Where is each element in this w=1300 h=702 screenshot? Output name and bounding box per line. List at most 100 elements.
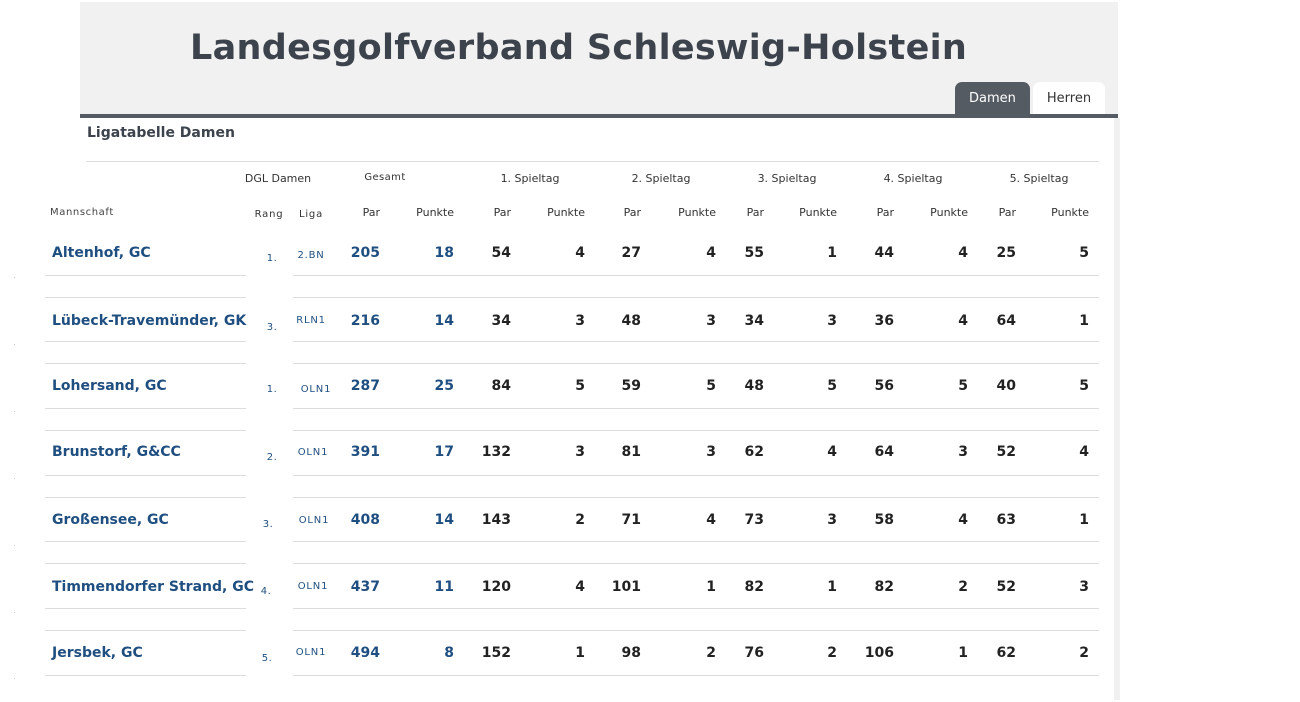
column-header-st3-par: Par: [746, 206, 764, 219]
row-divider: [45, 408, 246, 409]
rank-value: 2.: [266, 452, 278, 463]
rank-value: 1.: [266, 253, 278, 264]
rank-value: 3.: [266, 322, 278, 333]
table-row: Jersbek, GC 5. OLN1 494 8 152 1 98 2 76 …: [0, 630, 1120, 702]
spieltag-5-par: 40: [996, 378, 1016, 394]
total-points: 11: [434, 579, 454, 595]
table-row: Großensee, GC 3. OLN1 408 14 143 2 71 4 …: [0, 497, 1120, 569]
column-header-st5-punkte: Punkte: [1051, 206, 1089, 219]
total-points: 25: [434, 378, 454, 394]
column-header-st2-par: Par: [623, 206, 641, 219]
team-link[interactable]: Altenhof, GC: [52, 245, 151, 261]
tab-underline-bar: [80, 114, 1118, 118]
spieltag-3-par: 55: [744, 245, 764, 261]
liga-value: OLN1: [297, 447, 329, 458]
spieltag-3-points: 1: [827, 245, 837, 261]
column-header-gesamt-punkte: Punkte: [416, 206, 454, 219]
spieltag-3-points: 4: [827, 444, 837, 460]
spieltag-5-par: 62: [996, 645, 1016, 661]
spieltag-4-points: 4: [958, 512, 968, 528]
spieltag-2-points: 2: [706, 645, 716, 661]
row-divider: [293, 475, 1099, 476]
team-link[interactable]: Lübeck-Travemünder, GK: [52, 313, 247, 329]
total-par: 205: [350, 245, 380, 261]
row-divider: [45, 275, 246, 276]
team-link[interactable]: Großensee, GC: [52, 512, 169, 528]
liga-value: OLN1: [300, 384, 332, 395]
column-header-st3-punkte: Punkte: [799, 206, 837, 219]
row-divider: [45, 341, 246, 342]
spieltag-1-points: 4: [575, 579, 585, 595]
spieltag-3-points: 3: [827, 512, 837, 528]
spieltag-5-par: 52: [996, 444, 1016, 460]
row-divider: [293, 630, 1099, 631]
spieltag-1-points: 3: [575, 313, 585, 329]
column-header-st2-punkte: Punkte: [678, 206, 716, 219]
spieltag-1-points: 5: [575, 378, 585, 394]
spieltag-3-points: 1: [827, 579, 837, 595]
spieltag-3-par: 73: [744, 512, 764, 528]
spieltag-4-par: 106: [864, 645, 894, 661]
spieltag-1-par: 54: [491, 245, 511, 261]
spieltag-4-par: 82: [874, 579, 894, 595]
group-header-spieltag-2: 2. Spieltag: [631, 172, 691, 185]
spieltag-2-par: 71: [621, 512, 641, 528]
spieltag-1-points: 2: [575, 512, 585, 528]
spieltag-3-par: 76: [744, 645, 764, 661]
tab-herren[interactable]: Herren: [1033, 82, 1105, 116]
row-divider: [293, 408, 1099, 409]
spieltag-5-points: 3: [1079, 579, 1089, 595]
spieltag-4-points: 2: [958, 579, 968, 595]
team-link[interactable]: Jersbek, GC: [52, 645, 143, 661]
spieltag-5-par: 25: [996, 245, 1016, 261]
row-divider: [45, 541, 246, 542]
spieltag-3-points: 5: [827, 378, 837, 394]
table-row: Timmendorfer Strand, GC 4. OLN1 437 11 1…: [0, 563, 1120, 636]
row-divider: [293, 341, 1099, 342]
row-divider: [45, 630, 246, 631]
row-divider: [45, 363, 246, 364]
team-link[interactable]: Timmendorfer Strand, GC: [52, 579, 254, 595]
total-par: 216: [350, 313, 380, 329]
team-link[interactable]: Lohersand, GC: [52, 378, 167, 394]
section-divider: [86, 161, 1099, 162]
spieltag-3-points: 3: [827, 313, 837, 329]
team-link[interactable]: Brunstorf, G&CC: [52, 444, 181, 460]
spieltag-4-par: 36: [874, 313, 894, 329]
spieltag-2-points: 3: [706, 444, 716, 460]
spieltag-1-points: 4: [575, 245, 585, 261]
spieltag-5-points: 1: [1079, 313, 1089, 329]
group-header-spieltag-3: 3. Spieltag: [757, 172, 817, 185]
spieltag-4-points: 3: [958, 444, 968, 460]
spieltag-4-par: 56: [874, 378, 894, 394]
table-row: Brunstorf, G&CC 2. OLN1 391 17 132 3 81 …: [0, 430, 1120, 502]
spieltag-4-points: 4: [958, 245, 968, 261]
row-divider: [293, 608, 1099, 609]
spieltag-3-par: 62: [744, 444, 764, 460]
spieltag-2-points: 3: [706, 313, 716, 329]
spieltag-4-points: 1: [958, 645, 968, 661]
spieltag-5-points: 1: [1079, 512, 1089, 528]
liga-value: OLN1: [297, 581, 329, 592]
tab-damen[interactable]: Damen: [955, 82, 1030, 116]
total-points: 18: [434, 245, 454, 261]
margin-dot: [14, 411, 15, 412]
spieltag-2-points: 4: [706, 245, 716, 261]
row-divider: [45, 430, 246, 431]
spieltag-4-points: 5: [958, 378, 968, 394]
spieltag-2-par: 101: [611, 579, 641, 595]
spieltag-5-points: 5: [1079, 378, 1089, 394]
column-header-mannschaft: Mannschaft: [50, 207, 114, 218]
spieltag-5-points: 4: [1079, 444, 1089, 460]
spieltag-5-points: 5: [1079, 245, 1089, 261]
column-header-st5-par: Par: [998, 206, 1016, 219]
content-right-border: [1114, 118, 1120, 700]
row-divider: [45, 497, 246, 498]
table-row: Lübeck-Travemünder, GK 3. RLN1 216 14 34…: [0, 297, 1120, 368]
row-divider: [293, 497, 1099, 498]
group-header-spieltag-4: 4. Spieltag: [883, 172, 943, 185]
spieltag-4-par: 64: [874, 444, 894, 460]
liga-value: OLN1: [295, 647, 327, 658]
spieltag-1-par: 143: [481, 512, 511, 528]
spieltag-1-points: 3: [575, 444, 585, 460]
